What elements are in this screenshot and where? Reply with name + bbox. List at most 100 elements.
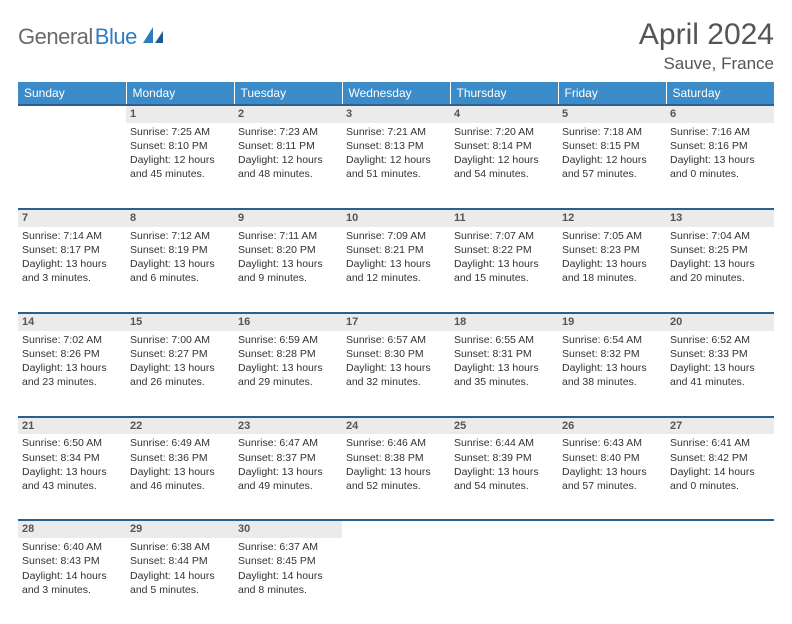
title-block: April 2024 Sauve, France <box>639 18 774 74</box>
day-details: Sunrise: 6:38 AMSunset: 8:44 PMDaylight:… <box>126 538 234 603</box>
day-number: 18 <box>450 313 558 331</box>
weekday-header: Wednesday <box>342 82 450 105</box>
day-number: 24 <box>342 417 450 435</box>
day-number: 25 <box>450 417 558 435</box>
day-details: Sunrise: 7:09 AMSunset: 8:21 PMDaylight:… <box>342 227 450 292</box>
day-number: 6 <box>666 105 774 123</box>
day-cell: Sunrise: 7:12 AMSunset: 8:19 PMDaylight:… <box>126 227 234 313</box>
day-cell: Sunrise: 7:05 AMSunset: 8:23 PMDaylight:… <box>558 227 666 313</box>
day-details: Sunrise: 6:59 AMSunset: 8:28 PMDaylight:… <box>234 331 342 396</box>
day-number: 8 <box>126 209 234 227</box>
day-number: 3 <box>342 105 450 123</box>
day-cell <box>558 538 666 624</box>
day-details: Sunrise: 6:37 AMSunset: 8:45 PMDaylight:… <box>234 538 342 603</box>
day-number: 28 <box>18 520 126 538</box>
day-details: Sunrise: 7:05 AMSunset: 8:23 PMDaylight:… <box>558 227 666 292</box>
day-content-row: Sunrise: 7:02 AMSunset: 8:26 PMDaylight:… <box>18 331 774 417</box>
day-cell: Sunrise: 7:09 AMSunset: 8:21 PMDaylight:… <box>342 227 450 313</box>
day-cell: Sunrise: 6:49 AMSunset: 8:36 PMDaylight:… <box>126 434 234 520</box>
day-content-row: Sunrise: 6:40 AMSunset: 8:43 PMDaylight:… <box>18 538 774 624</box>
day-cell: Sunrise: 6:37 AMSunset: 8:45 PMDaylight:… <box>234 538 342 624</box>
day-number <box>558 520 666 538</box>
day-content-row: Sunrise: 7:25 AMSunset: 8:10 PMDaylight:… <box>18 123 774 209</box>
day-cell: Sunrise: 7:23 AMSunset: 8:11 PMDaylight:… <box>234 123 342 209</box>
day-cell: Sunrise: 7:14 AMSunset: 8:17 PMDaylight:… <box>18 227 126 313</box>
day-details: Sunrise: 6:47 AMSunset: 8:37 PMDaylight:… <box>234 434 342 499</box>
day-number: 19 <box>558 313 666 331</box>
day-details: Sunrise: 7:04 AMSunset: 8:25 PMDaylight:… <box>666 227 774 292</box>
logo: GeneralBlue <box>18 18 165 50</box>
day-number: 11 <box>450 209 558 227</box>
day-number: 7 <box>18 209 126 227</box>
day-cell: Sunrise: 7:20 AMSunset: 8:14 PMDaylight:… <box>450 123 558 209</box>
day-details: Sunrise: 7:02 AMSunset: 8:26 PMDaylight:… <box>18 331 126 396</box>
day-details: Sunrise: 6:41 AMSunset: 8:42 PMDaylight:… <box>666 434 774 499</box>
day-number: 15 <box>126 313 234 331</box>
day-number: 16 <box>234 313 342 331</box>
day-number: 21 <box>18 417 126 435</box>
day-cell: Sunrise: 7:21 AMSunset: 8:13 PMDaylight:… <box>342 123 450 209</box>
weekday-header: Tuesday <box>234 82 342 105</box>
day-cell: Sunrise: 7:25 AMSunset: 8:10 PMDaylight:… <box>126 123 234 209</box>
day-number-row: 14151617181920 <box>18 313 774 331</box>
day-cell <box>342 538 450 624</box>
month-title: April 2024 <box>639 18 774 52</box>
day-number: 29 <box>126 520 234 538</box>
day-number <box>666 520 774 538</box>
day-details: Sunrise: 6:50 AMSunset: 8:34 PMDaylight:… <box>18 434 126 499</box>
page-header: GeneralBlue April 2024 Sauve, France <box>18 18 774 74</box>
day-cell: Sunrise: 6:46 AMSunset: 8:38 PMDaylight:… <box>342 434 450 520</box>
day-number: 1 <box>126 105 234 123</box>
day-number: 30 <box>234 520 342 538</box>
day-cell: Sunrise: 6:43 AMSunset: 8:40 PMDaylight:… <box>558 434 666 520</box>
day-number: 17 <box>342 313 450 331</box>
day-number-row: 78910111213 <box>18 209 774 227</box>
day-number: 13 <box>666 209 774 227</box>
day-cell: Sunrise: 7:16 AMSunset: 8:16 PMDaylight:… <box>666 123 774 209</box>
day-cell: Sunrise: 7:07 AMSunset: 8:22 PMDaylight:… <box>450 227 558 313</box>
day-cell <box>18 123 126 209</box>
day-content-row: Sunrise: 7:14 AMSunset: 8:17 PMDaylight:… <box>18 227 774 313</box>
day-number: 23 <box>234 417 342 435</box>
day-cell: Sunrise: 6:54 AMSunset: 8:32 PMDaylight:… <box>558 331 666 417</box>
day-cell: Sunrise: 7:11 AMSunset: 8:20 PMDaylight:… <box>234 227 342 313</box>
day-cell: Sunrise: 6:57 AMSunset: 8:30 PMDaylight:… <box>342 331 450 417</box>
day-cell: Sunrise: 7:04 AMSunset: 8:25 PMDaylight:… <box>666 227 774 313</box>
day-details: Sunrise: 7:18 AMSunset: 8:15 PMDaylight:… <box>558 123 666 188</box>
day-details: Sunrise: 7:20 AMSunset: 8:14 PMDaylight:… <box>450 123 558 188</box>
day-cell: Sunrise: 6:52 AMSunset: 8:33 PMDaylight:… <box>666 331 774 417</box>
weekday-header: Friday <box>558 82 666 105</box>
day-cell: Sunrise: 7:18 AMSunset: 8:15 PMDaylight:… <box>558 123 666 209</box>
day-number <box>450 520 558 538</box>
day-number: 26 <box>558 417 666 435</box>
logo-sail-icon <box>141 25 165 50</box>
day-cell: Sunrise: 7:02 AMSunset: 8:26 PMDaylight:… <box>18 331 126 417</box>
day-number: 27 <box>666 417 774 435</box>
day-cell: Sunrise: 6:40 AMSunset: 8:43 PMDaylight:… <box>18 538 126 624</box>
day-number-row: 282930 <box>18 520 774 538</box>
day-details: Sunrise: 7:14 AMSunset: 8:17 PMDaylight:… <box>18 227 126 292</box>
calendar-table: SundayMondayTuesdayWednesdayThursdayFrid… <box>18 82 774 624</box>
day-cell <box>450 538 558 624</box>
day-details: Sunrise: 7:16 AMSunset: 8:16 PMDaylight:… <box>666 123 774 188</box>
weekday-header: Monday <box>126 82 234 105</box>
day-details: Sunrise: 7:07 AMSunset: 8:22 PMDaylight:… <box>450 227 558 292</box>
day-number: 14 <box>18 313 126 331</box>
day-content-row: Sunrise: 6:50 AMSunset: 8:34 PMDaylight:… <box>18 434 774 520</box>
day-details: Sunrise: 6:57 AMSunset: 8:30 PMDaylight:… <box>342 331 450 396</box>
day-cell <box>666 538 774 624</box>
day-details: Sunrise: 6:55 AMSunset: 8:31 PMDaylight:… <box>450 331 558 396</box>
weekday-header: Thursday <box>450 82 558 105</box>
day-cell: Sunrise: 6:38 AMSunset: 8:44 PMDaylight:… <box>126 538 234 624</box>
day-number <box>18 105 126 123</box>
day-details: Sunrise: 6:40 AMSunset: 8:43 PMDaylight:… <box>18 538 126 603</box>
day-details: Sunrise: 7:11 AMSunset: 8:20 PMDaylight:… <box>234 227 342 292</box>
day-cell: Sunrise: 7:00 AMSunset: 8:27 PMDaylight:… <box>126 331 234 417</box>
day-number: 10 <box>342 209 450 227</box>
calendar-body: 123456Sunrise: 7:25 AMSunset: 8:10 PMDay… <box>18 105 774 624</box>
day-cell: Sunrise: 6:44 AMSunset: 8:39 PMDaylight:… <box>450 434 558 520</box>
day-details: Sunrise: 6:54 AMSunset: 8:32 PMDaylight:… <box>558 331 666 396</box>
day-number-row: 21222324252627 <box>18 417 774 435</box>
day-cell: Sunrise: 6:41 AMSunset: 8:42 PMDaylight:… <box>666 434 774 520</box>
day-details: Sunrise: 7:12 AMSunset: 8:19 PMDaylight:… <box>126 227 234 292</box>
